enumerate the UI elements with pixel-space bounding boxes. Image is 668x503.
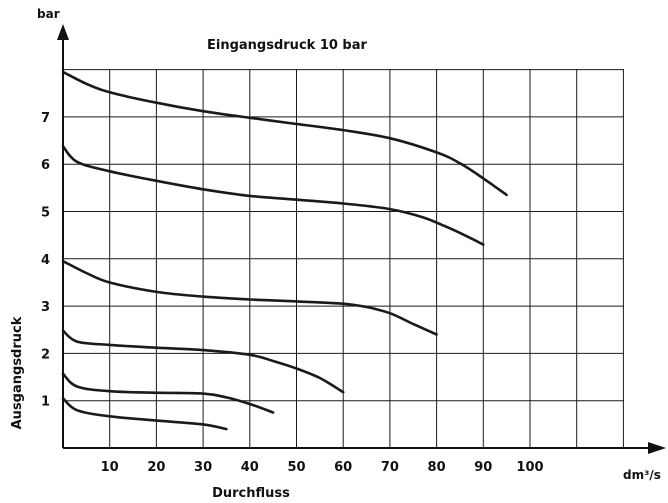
y-tick-label: 2 [41, 347, 50, 362]
y-unit-label: bar [37, 7, 60, 21]
y-tick-label: 3 [41, 300, 50, 315]
chart-axes [57, 24, 666, 454]
chart-curves [61, 70, 508, 431]
series-line-3 [61, 259, 438, 336]
x-tick-label: 50 [287, 460, 305, 475]
x-tick-label: 90 [474, 460, 492, 475]
x-unit-label: dm³/s [623, 468, 661, 482]
series-line-2 [61, 144, 485, 246]
x-tick-label: 60 [334, 460, 352, 475]
y-tick-label: 1 [41, 395, 50, 410]
x-tick-label: 20 [147, 460, 165, 475]
y-tick-label: 6 [41, 158, 50, 173]
y-axis-arrow-icon [57, 24, 69, 40]
x-tick-label: 100 [516, 460, 543, 475]
y-tick-label: 5 [41, 206, 50, 221]
y-tick-label: 4 [41, 253, 50, 268]
y-tick-label: 7 [41, 111, 50, 126]
x-tick-label: 40 [241, 460, 259, 475]
x-tick-label: 10 [101, 460, 119, 475]
x-axis-arrow-icon [648, 442, 666, 454]
chart-title: Eingangsdruck 10 bar [207, 38, 368, 53]
chart-grid [63, 69, 624, 448]
tick-labels: 10 20 30 40 50 60 70 80 90 100 1 2 3 4 5 6 7 [41, 111, 544, 475]
x-tick-label: 70 [381, 460, 399, 475]
y-axis-title: Ausgangsdruck [10, 316, 25, 429]
series-line-1 [61, 70, 508, 197]
series-line-5 [61, 372, 275, 414]
x-axis-title: Durchfluss [212, 486, 290, 501]
series-line-6 [61, 397, 228, 431]
series-line-4 [61, 329, 345, 394]
x-tick-label: 30 [194, 460, 212, 475]
x-tick-label: 80 [428, 460, 446, 475]
